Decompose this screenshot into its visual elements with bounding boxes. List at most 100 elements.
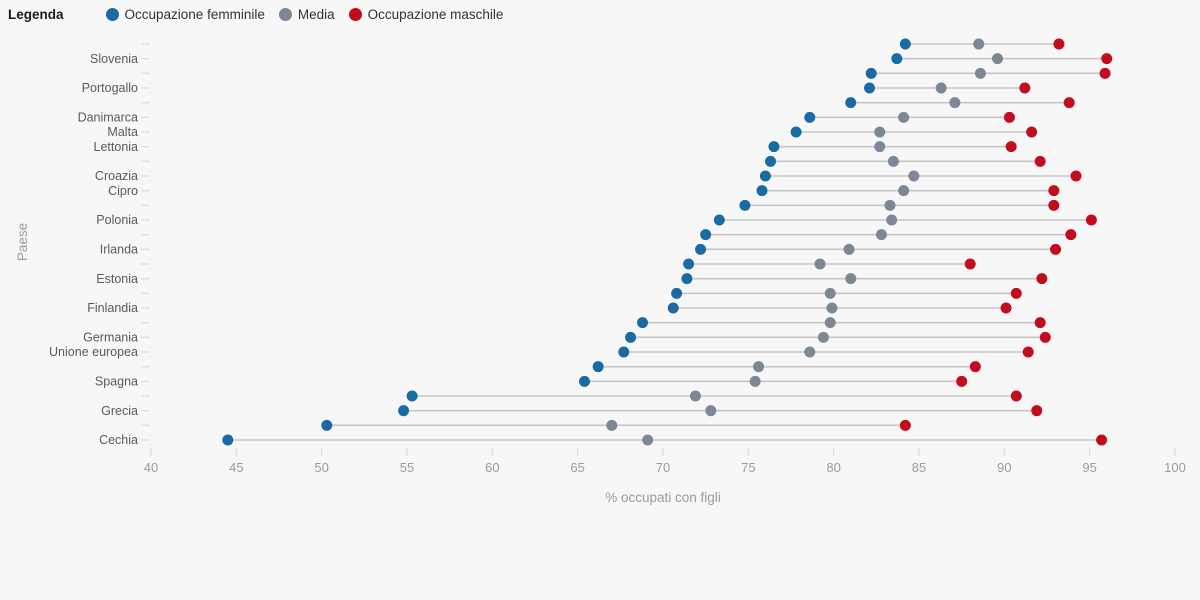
y-axis-label-lettonia: Lettonia	[94, 140, 139, 154]
male-dot[interactable]	[1019, 82, 1031, 94]
media-dot[interactable]	[826, 302, 838, 314]
female-dot[interactable]	[700, 229, 712, 241]
male-dot[interactable]	[1048, 185, 1060, 197]
x-axis-tick-label: 50	[314, 460, 328, 475]
media-dot[interactable]	[898, 185, 910, 197]
media-dot[interactable]	[886, 214, 898, 226]
male-dot[interactable]	[1063, 97, 1075, 109]
female-dot[interactable]	[899, 38, 911, 50]
male-dot[interactable]	[1005, 141, 1017, 153]
male-dot[interactable]	[1031, 405, 1043, 417]
media-dot[interactable]	[949, 97, 961, 109]
media-dot[interactable]	[992, 53, 1004, 65]
x-axis-title: % occupati con figli	[605, 490, 721, 505]
media-dot[interactable]	[753, 361, 765, 373]
dumbbell-chart-canvas[interactable]: Paese Slovenia Portogallo DanimarcaMaltaLet…	[0, 0, 1200, 540]
legend-item-occupazione-maschile[interactable]: Occupazione maschile	[348, 7, 503, 22]
female-dot[interactable]	[891, 53, 903, 65]
male-dot[interactable]	[1034, 155, 1046, 167]
female-dot[interactable]	[739, 199, 751, 211]
media-dot[interactable]	[898, 111, 910, 123]
media-dot[interactable]	[845, 273, 857, 285]
y-axis-title: Paese	[15, 223, 30, 261]
media-dot[interactable]	[606, 419, 618, 431]
male-dot[interactable]	[1070, 170, 1082, 182]
male-dot[interactable]	[964, 258, 976, 270]
female-dot[interactable]	[804, 111, 816, 123]
female-dot[interactable]	[713, 214, 725, 226]
x-axis-tick-label: 95	[1082, 460, 1096, 475]
male-dot[interactable]	[1026, 126, 1038, 138]
female-dot[interactable]	[865, 67, 877, 79]
female-dot[interactable]	[625, 331, 637, 343]
legend-item-label: Media	[297, 7, 335, 22]
female-dot[interactable]	[845, 97, 857, 109]
media-dot[interactable]	[884, 199, 896, 211]
male-dot[interactable]	[956, 375, 968, 387]
male-dot[interactable]	[1050, 243, 1062, 255]
x-axis-tick-label: 65	[570, 460, 584, 475]
legend-item-occupazione-femminile[interactable]: Occupazione femminile	[105, 7, 265, 22]
female-dot[interactable]	[671, 287, 683, 299]
male-dot[interactable]	[1039, 331, 1051, 343]
media-dot[interactable]	[874, 141, 886, 153]
male-dot[interactable]	[1000, 302, 1012, 314]
media-dot[interactable]	[642, 434, 654, 446]
media-series-dot-icon	[278, 8, 292, 21]
female-dot[interactable]	[759, 170, 771, 182]
media-dot[interactable]	[814, 258, 826, 270]
x-axis-tick-label: 75	[741, 460, 755, 475]
female-dot[interactable]	[768, 141, 780, 153]
media-dot[interactable]	[689, 390, 701, 402]
male-dot[interactable]	[1010, 390, 1022, 402]
female-dot[interactable]	[756, 185, 768, 197]
male-dot[interactable]	[899, 419, 911, 431]
female-dot[interactable]	[695, 243, 707, 255]
media-dot[interactable]	[705, 405, 717, 417]
female-dot[interactable]	[681, 273, 693, 285]
legend-item-label: Occupazione femminile	[124, 7, 265, 22]
media-dot[interactable]	[817, 331, 829, 343]
male-dot[interactable]	[1048, 199, 1060, 211]
female-dot[interactable]	[618, 346, 630, 358]
media-dot[interactable]	[874, 126, 886, 138]
male-dot[interactable]	[1034, 317, 1046, 329]
media-dot[interactable]	[824, 317, 836, 329]
female-dot[interactable]	[578, 375, 590, 387]
media-dot[interactable]	[843, 243, 855, 255]
female-dot[interactable]	[321, 419, 333, 431]
female-dot[interactable]	[406, 390, 418, 402]
male-dot[interactable]	[1053, 38, 1065, 50]
male-dot[interactable]	[1022, 346, 1034, 358]
male-dot[interactable]	[1065, 229, 1077, 241]
female-dot[interactable]	[398, 405, 410, 417]
male-dot[interactable]	[1085, 214, 1097, 226]
media-dot[interactable]	[875, 229, 887, 241]
female-dot[interactable]	[637, 317, 649, 329]
male-dot[interactable]	[1003, 111, 1015, 123]
y-axis-label-polonia: Polonia	[96, 213, 138, 227]
media-dot[interactable]	[935, 82, 947, 94]
legend-item-media[interactable]: Media	[278, 7, 335, 22]
media-dot[interactable]	[804, 346, 816, 358]
male-dot[interactable]	[1099, 67, 1111, 79]
male-dot[interactable]	[1036, 273, 1048, 285]
male-dot[interactable]	[1010, 287, 1022, 299]
media-dot[interactable]	[974, 67, 986, 79]
female-dot[interactable]	[790, 126, 802, 138]
media-dot[interactable]	[973, 38, 985, 50]
male-dot[interactable]	[1101, 53, 1113, 65]
female-dot[interactable]	[683, 258, 695, 270]
female-dot[interactable]	[592, 361, 604, 373]
female-dot[interactable]	[765, 155, 777, 167]
media-dot[interactable]	[749, 375, 761, 387]
female-dot[interactable]	[667, 302, 679, 314]
media-dot[interactable]	[824, 287, 836, 299]
media-dot[interactable]	[908, 170, 920, 182]
female-dot[interactable]	[864, 82, 876, 94]
male-dot[interactable]	[1096, 434, 1108, 446]
female-dot[interactable]	[222, 434, 234, 446]
male-dot[interactable]	[969, 361, 981, 373]
media-dot[interactable]	[887, 155, 899, 167]
